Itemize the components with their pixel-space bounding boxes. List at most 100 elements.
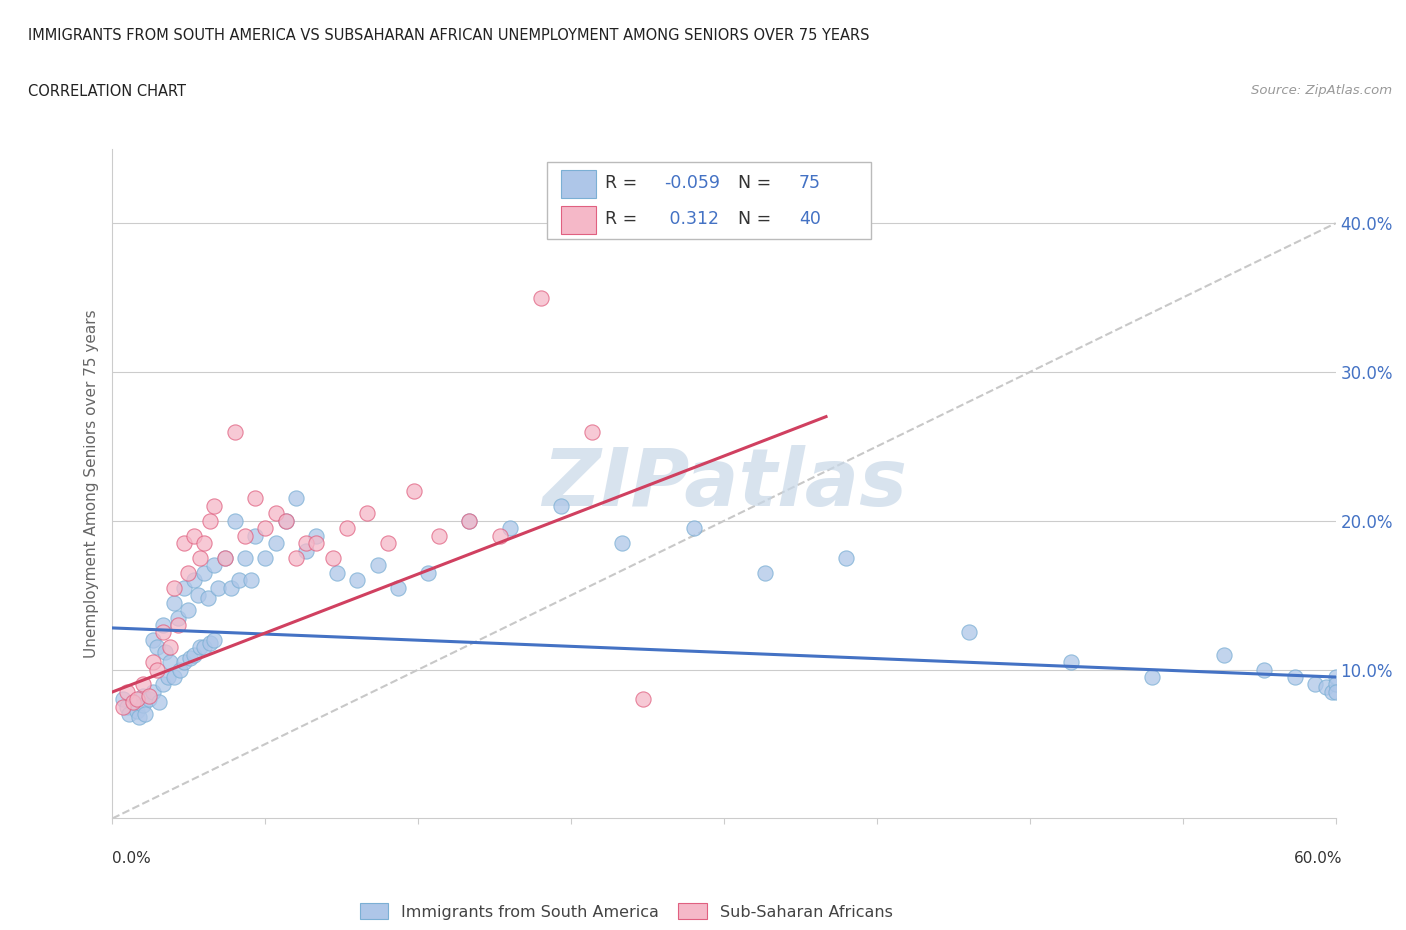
Point (1324, 684, 1347, 699)
Text: -0.059: -0.059 (664, 174, 720, 192)
Point (163, 580, 186, 595)
Point (142, 655, 165, 670)
Point (326, 565, 349, 580)
Point (204, 632, 226, 647)
Point (138, 689, 160, 704)
Point (122, 695, 145, 710)
Point (529, 290, 551, 305)
Point (163, 670, 186, 684)
Point (132, 677, 155, 692)
Point (156, 670, 179, 684)
Point (128, 710, 150, 724)
Point (387, 580, 409, 595)
Point (152, 677, 174, 692)
Point (336, 521, 359, 536)
Point (200, 635, 222, 650)
Point (1142, 670, 1164, 684)
Point (1284, 670, 1306, 684)
Point (146, 662, 169, 677)
Point (204, 558, 226, 573)
Point (550, 498, 572, 513)
Point (295, 543, 318, 558)
Point (305, 536, 328, 551)
Point (284, 491, 308, 506)
Point (322, 551, 344, 565)
Legend: Immigrants from South America, Sub-Saharan Africans: Immigrants from South America, Sub-Sahar… (352, 895, 901, 927)
Point (284, 551, 308, 565)
Point (581, 424, 603, 439)
Point (240, 573, 263, 588)
Point (245, 528, 267, 543)
Point (122, 695, 145, 710)
Text: R =: R = (606, 210, 643, 228)
Point (377, 536, 399, 551)
Point (173, 655, 195, 670)
Point (148, 695, 170, 710)
Point (183, 573, 205, 588)
Text: 0.0%: 0.0% (112, 851, 152, 866)
Point (159, 640, 181, 655)
Point (1305, 677, 1327, 692)
Point (1324, 670, 1347, 684)
Point (1315, 680, 1337, 695)
Point (631, 692, 654, 707)
Y-axis label: Unemployment Among Seniors over 75 years: Unemployment Among Seniors over 75 years (83, 310, 98, 658)
Point (193, 565, 215, 580)
FancyBboxPatch shape (561, 170, 596, 198)
Point (177, 565, 200, 580)
Point (179, 650, 201, 665)
Point (111, 699, 134, 714)
Point (214, 551, 236, 565)
Point (274, 513, 297, 528)
Point (134, 707, 156, 722)
Point (166, 610, 188, 625)
Point (138, 692, 160, 707)
Point (366, 558, 388, 573)
Point (125, 704, 148, 719)
Point (224, 424, 246, 439)
Point (188, 640, 211, 655)
Text: IMMIGRANTS FROM SOUTH AMERICA VS SUBSAHARAN AFRICAN UNEMPLOYMENT AMONG SENIORS O: IMMIGRANTS FROM SOUTH AMERICA VS SUBSAHA… (28, 28, 870, 43)
Point (166, 618, 188, 632)
Point (155, 644, 177, 659)
Text: Source: ZipAtlas.com: Source: ZipAtlas.com (1251, 84, 1392, 97)
Point (125, 692, 148, 707)
FancyBboxPatch shape (547, 162, 870, 239)
Point (115, 684, 138, 699)
Point (193, 640, 215, 655)
Point (295, 536, 318, 551)
Point (207, 580, 229, 595)
Text: 60.0%: 60.0% (1295, 851, 1343, 866)
FancyBboxPatch shape (561, 206, 596, 234)
Point (152, 625, 174, 640)
Point (1060, 655, 1083, 670)
Point (187, 588, 209, 603)
Point (214, 551, 236, 565)
Point (118, 707, 141, 722)
Point (458, 513, 481, 528)
Point (169, 662, 191, 677)
Point (356, 506, 378, 521)
Point (427, 528, 450, 543)
Point (132, 689, 155, 704)
Point (197, 591, 219, 605)
Point (754, 565, 776, 580)
Point (346, 573, 368, 588)
Point (305, 528, 328, 543)
Point (957, 625, 980, 640)
Point (177, 603, 200, 618)
Text: ZIPatlas: ZIPatlas (541, 445, 907, 523)
Point (115, 699, 138, 714)
Text: N =: N = (738, 210, 776, 228)
Text: N =: N = (738, 174, 776, 192)
Point (1324, 677, 1347, 692)
Point (489, 528, 512, 543)
Point (274, 513, 297, 528)
Point (233, 551, 256, 565)
Point (159, 655, 181, 670)
Point (173, 536, 195, 551)
Text: R =: R = (606, 174, 643, 192)
Point (204, 498, 226, 513)
Point (404, 484, 426, 498)
Point (146, 640, 169, 655)
